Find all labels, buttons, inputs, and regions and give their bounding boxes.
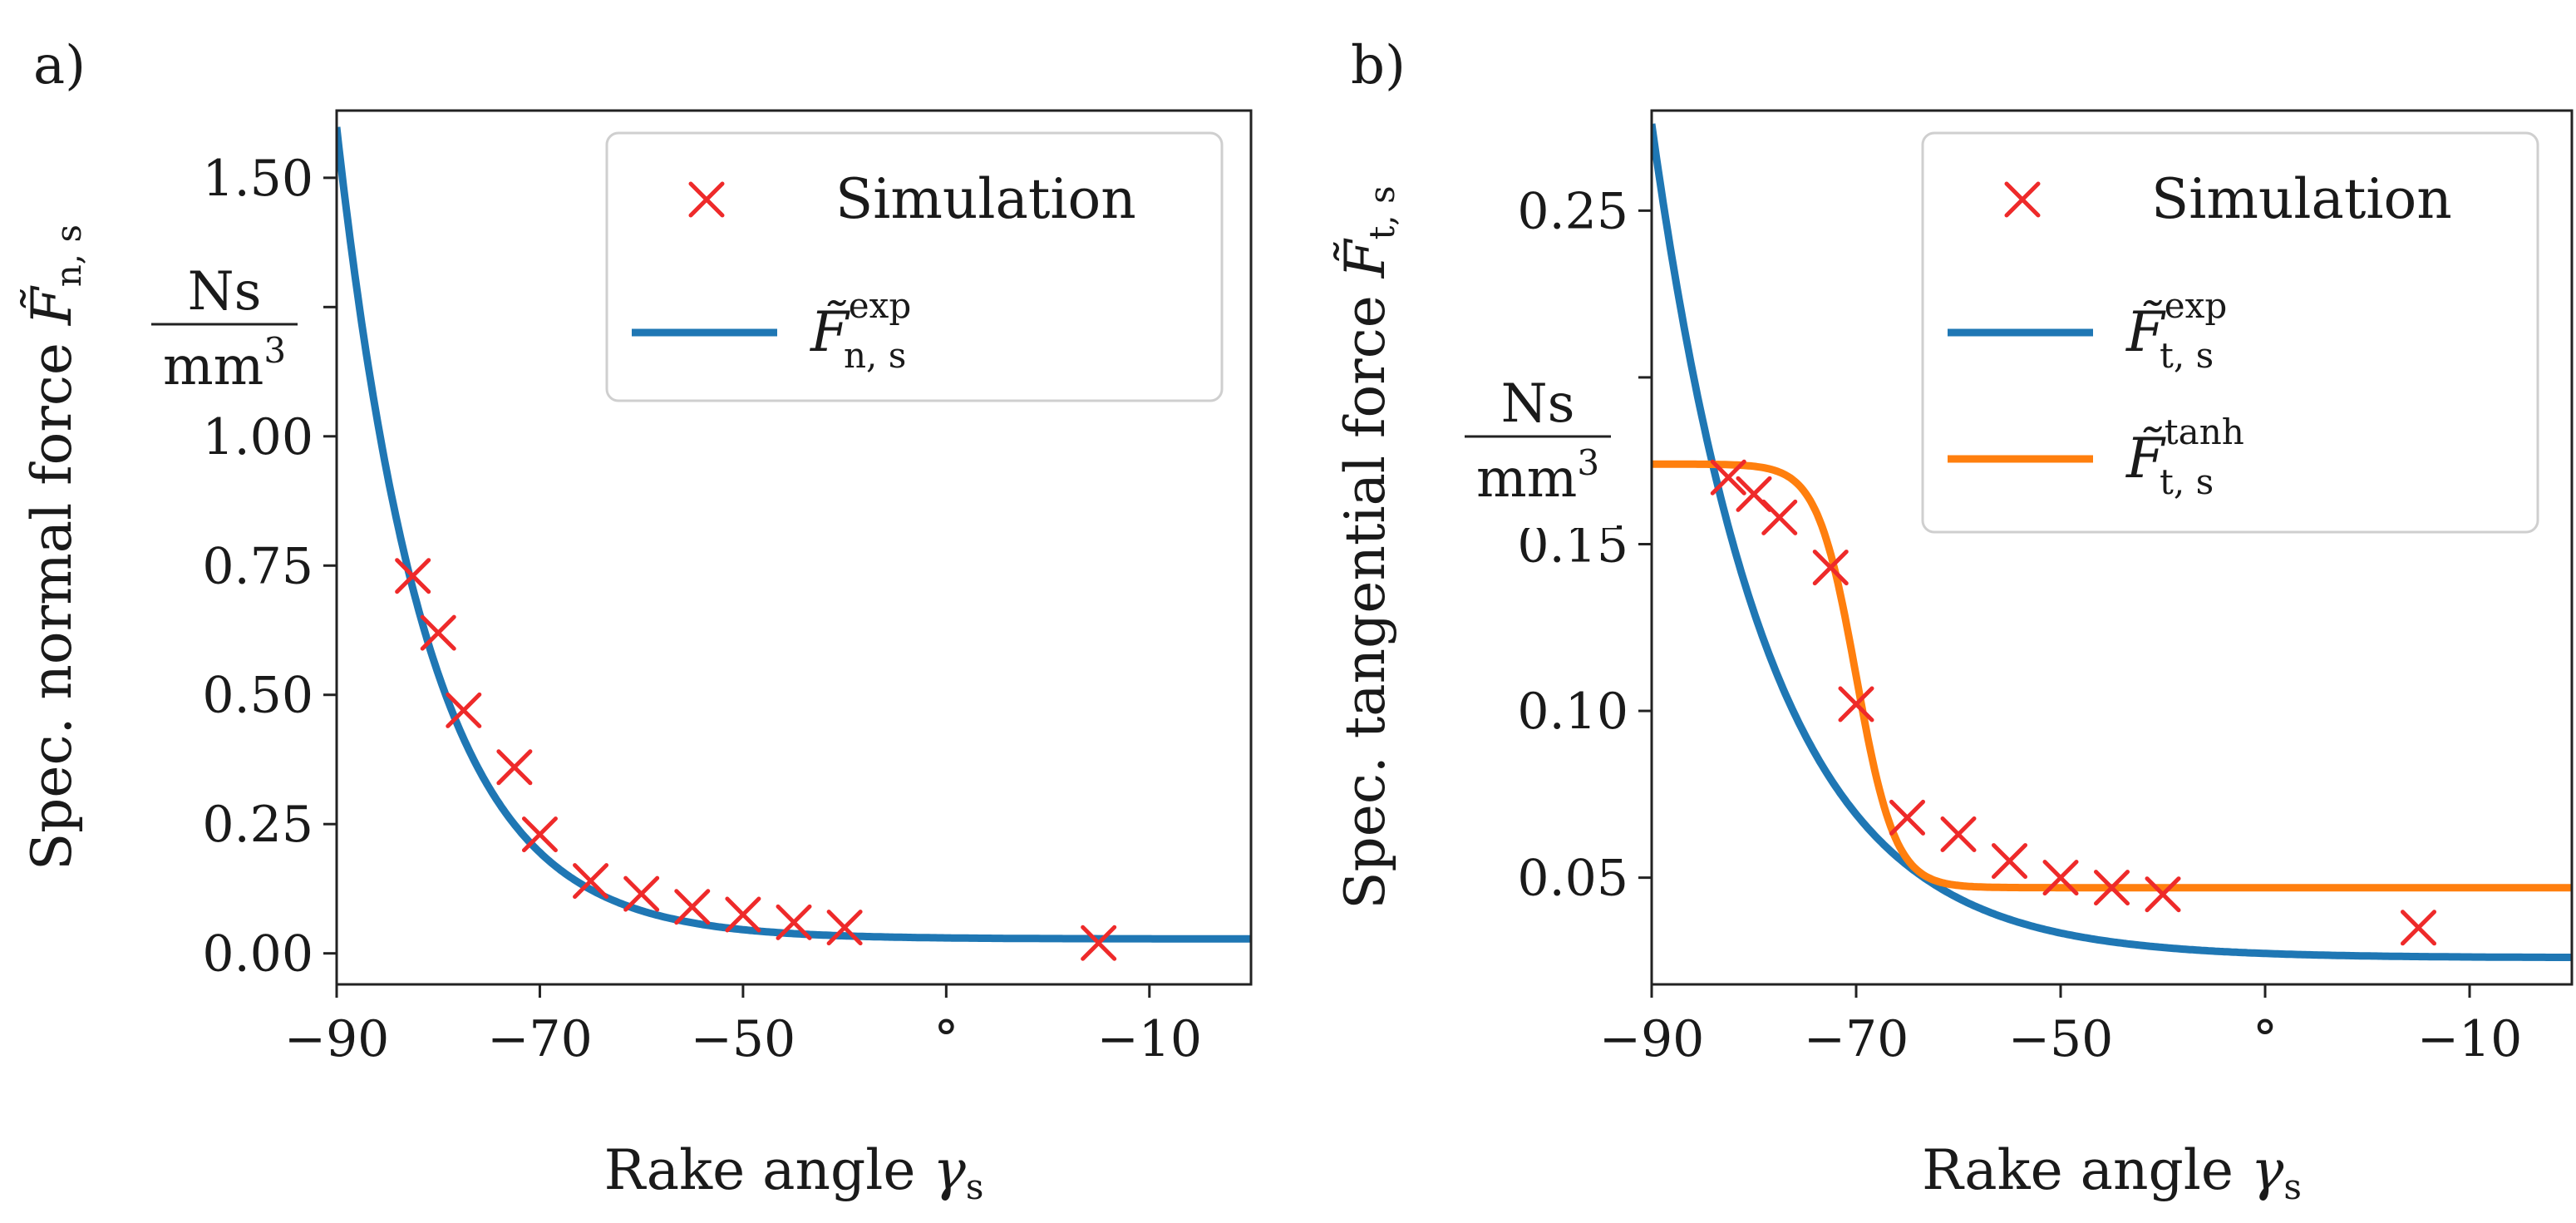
simulation-point (1992, 843, 2027, 880)
y-tick-label: 0.05 (1517, 850, 1628, 908)
panel-a: a) −90 −70 −50 −10 ° 0.00 0.25 0.50 0.75 1.00 1.50 R… (20, 35, 1253, 1207)
simulation-point (573, 863, 609, 900)
legend-subscript: n, s (844, 335, 906, 376)
y-tick-label: 0.00 (202, 925, 313, 984)
unit-denominator-text: mm (163, 336, 264, 397)
legend-superscript: exp (849, 285, 911, 326)
unit-denominator-text: mm (1476, 448, 1577, 510)
x-axis-subscript: s (2283, 1166, 2302, 1207)
simulation-point (776, 904, 812, 940)
simulation-point (395, 558, 431, 594)
legend-symbol: F̃ (2125, 427, 2166, 491)
x-axis-label-text: Rake angle (1922, 1138, 2234, 1202)
simulation-point (623, 875, 660, 912)
simulation-point (1889, 799, 1925, 836)
y-axis-symbol: F̃ (20, 285, 84, 326)
simulation-point (420, 614, 456, 651)
y-unit-fraction: Ns mm3 (145, 258, 303, 416)
simulation-point (1761, 499, 1798, 535)
simulation-point (521, 816, 558, 853)
simulation-points (1710, 459, 2436, 946)
x-axis-label-text: Rake angle (604, 1138, 916, 1202)
y-tick-label: 0.10 (1517, 683, 1628, 741)
x-tick-label: −50 (691, 1010, 796, 1068)
legend-label: F̃exp n, s (810, 285, 911, 376)
unit-numerator: Ns (188, 261, 262, 323)
y-axis-subscript: t, s (1362, 185, 1402, 239)
y-axis-label-text: Spec. tangential force (1333, 295, 1397, 909)
simulation-point (2145, 876, 2181, 913)
simulation-point (826, 910, 863, 946)
y-axis-label: Spec. tangential force F̃t, s (1333, 185, 1402, 909)
simulation-point (1940, 816, 1977, 852)
y-axis-subscript: n, s (48, 224, 89, 287)
x-tick-label: −90 (1599, 1010, 1705, 1068)
simulation-point (2094, 870, 2130, 906)
x-tick-label: −50 (2008, 1010, 2114, 1068)
panel-label: b) (1351, 35, 1406, 96)
simulation-point (1081, 925, 1117, 961)
x-tick-label: −70 (1804, 1010, 1909, 1068)
legend-superscript: exp (2165, 285, 2227, 326)
legend-label: F̃exp t, s (2125, 285, 2227, 376)
legend-label: F̃tanh t, s (2125, 412, 2244, 502)
unit-power: 3 (1577, 442, 1599, 483)
legend-simulation-marker (2004, 181, 2041, 218)
x-axis-symbol: γ (2251, 1138, 2284, 1202)
x-tick-label: −90 (284, 1010, 390, 1068)
legend-simulation-marker (688, 181, 725, 218)
simulation-point (496, 749, 533, 786)
y-tick-label: 1.00 (202, 408, 313, 466)
y-tick-label: 0.25 (202, 796, 313, 854)
simulation-point (2401, 910, 2436, 946)
exp-fit-line (1652, 123, 2572, 961)
simulation-point (674, 889, 711, 925)
unit-denominator: mm3 (163, 330, 286, 397)
legend-label: Simulation (2151, 167, 2452, 231)
simulation-point (725, 896, 761, 933)
x-degree-symbol: ° (2253, 1010, 2278, 1068)
x-axis-label: Rake angle γs (604, 1138, 984, 1207)
x-tick-label: −70 (487, 1010, 593, 1068)
exp-fit-line (337, 126, 1251, 943)
legend-superscript: tanh (2165, 412, 2244, 452)
y-axis-symbol: F̃ (1333, 238, 1397, 279)
y-tick-label: 0.75 (202, 537, 313, 595)
y-axis-label: Spec. normal force F̃n, s (20, 224, 89, 870)
unit-denominator: mm3 (1476, 442, 1599, 510)
unit-numerator: Ns (1501, 373, 1575, 435)
x-tick-label: −10 (2417, 1010, 2523, 1068)
simulation-point (2042, 860, 2079, 896)
simulation-point (1812, 550, 1849, 586)
y-tick-label: 0.25 (1517, 182, 1628, 240)
y-axis-label-text: Spec. normal force (20, 343, 84, 870)
y-tick-label: 1.50 (202, 150, 313, 208)
simulation-points (395, 558, 1117, 961)
legend: Simulation F̃exp n, s (605, 131, 1224, 402)
axes-frame (335, 109, 1253, 986)
simulation-point (446, 692, 482, 728)
unit-power: 3 (264, 330, 286, 371)
x-axis-subscript: s (966, 1166, 984, 1207)
legend-label: Simulation (835, 167, 1136, 231)
y-tick-label: 0.50 (202, 667, 313, 725)
y-unit-fraction: Ns mm3 (1459, 370, 1617, 528)
x-tick-label: −10 (1096, 1010, 1202, 1068)
legend-symbol: F̃ (810, 300, 850, 364)
simulation-point (1838, 686, 1874, 722)
x-degree-symbol: ° (933, 1010, 958, 1068)
x-axis-label: Rake angle γs (1922, 1138, 2302, 1207)
simulation-point (1710, 459, 1746, 496)
legend-box (1921, 131, 2539, 534)
panel-label: a) (33, 35, 86, 96)
legend-subscript: t, s (2160, 461, 2214, 502)
legend-subscript: t, s (2160, 335, 2214, 376)
x-axis-symbol: γ (933, 1138, 966, 1202)
axes-frame (1650, 109, 2574, 986)
legend-symbol: F̃ (2125, 300, 2166, 364)
